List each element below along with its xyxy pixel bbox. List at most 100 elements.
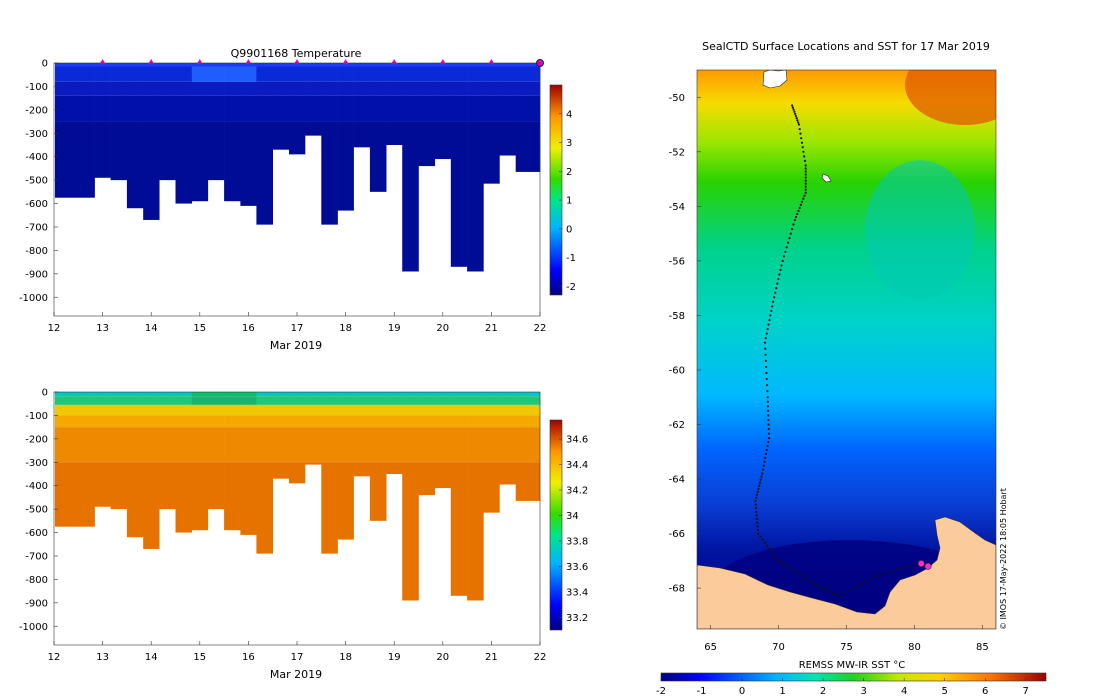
track-point xyxy=(803,159,807,162)
track-point xyxy=(762,464,765,467)
x-tick-label: 16 xyxy=(242,652,255,663)
profile-cell xyxy=(78,392,95,397)
temperature-chart-title: Q9901168 Temperature xyxy=(231,47,362,60)
profile-cell xyxy=(305,121,322,136)
track-point xyxy=(760,475,763,478)
sst-colorbar-tick-label: 7 xyxy=(1023,686,1029,697)
track-point xyxy=(847,590,850,593)
track-point xyxy=(804,170,807,173)
profile-cell xyxy=(450,462,468,596)
profile-cell xyxy=(207,396,225,405)
profile-cell xyxy=(321,66,338,82)
track-point xyxy=(765,384,769,387)
profile-cell xyxy=(191,427,209,463)
profile-cell xyxy=(191,66,209,82)
x-tick-label: 19 xyxy=(388,652,401,663)
map-y-tick-label: -54 xyxy=(669,202,685,213)
track-point xyxy=(776,282,779,285)
profile-cell xyxy=(110,392,128,397)
track-point xyxy=(763,460,766,463)
profile-cell xyxy=(305,462,322,465)
track-point xyxy=(798,206,801,209)
profile-cell xyxy=(353,404,371,416)
track-point xyxy=(772,300,775,303)
track-point xyxy=(784,250,787,253)
track-point xyxy=(826,589,829,592)
track-point xyxy=(838,595,841,598)
profile-cell xyxy=(467,404,484,416)
y-tick-label: -700 xyxy=(25,222,48,233)
colorbar-tick-label: -1 xyxy=(566,253,576,264)
track-point xyxy=(767,427,770,431)
track-point xyxy=(765,365,768,369)
profile-cell xyxy=(207,427,225,463)
track-point xyxy=(915,563,918,566)
profile-cell xyxy=(224,81,241,96)
profile-cell xyxy=(337,121,354,211)
profile-cell xyxy=(450,427,468,463)
profile-cell xyxy=(515,66,533,82)
track-point xyxy=(767,437,771,440)
track-point xyxy=(804,176,807,179)
profile-cell xyxy=(78,415,95,428)
profile-cell xyxy=(386,63,403,67)
salinity-x-axis-label: Mar 2019 xyxy=(270,668,322,681)
antarctica-landmass xyxy=(697,516,996,629)
y-tick-label: -600 xyxy=(25,199,48,210)
track-point xyxy=(799,132,802,135)
credit-text: © IMOS 17-May-2022 18:05 Hobart xyxy=(999,488,1008,630)
profile-cell xyxy=(467,462,484,601)
profile-cell xyxy=(191,462,209,531)
track-point xyxy=(823,587,826,590)
profile-cell xyxy=(78,95,95,122)
profile-cell xyxy=(78,462,95,527)
profile-cell xyxy=(126,427,144,463)
track-point xyxy=(758,484,761,487)
profile-cell xyxy=(159,392,176,397)
track-point xyxy=(820,586,823,589)
x-tick-label: 15 xyxy=(193,323,206,334)
profile-cell xyxy=(110,462,128,510)
profile-cell xyxy=(483,404,500,416)
profile-cell xyxy=(353,66,371,82)
track-point xyxy=(757,532,760,535)
x-tick-label: 14 xyxy=(145,652,158,663)
profile-cell xyxy=(483,81,500,96)
profile-cell xyxy=(434,66,452,82)
profile-cell xyxy=(256,427,273,463)
track-point xyxy=(780,264,783,267)
colorbar-tick-label: 33.8 xyxy=(566,536,588,547)
profile-cell xyxy=(515,396,533,405)
profile-cell xyxy=(386,121,403,145)
track-point xyxy=(767,409,770,412)
track-point xyxy=(791,106,794,109)
profile-cell xyxy=(305,63,322,67)
track-point xyxy=(765,377,768,381)
profile-cell xyxy=(240,427,257,463)
track-point xyxy=(829,590,832,593)
profile-cell xyxy=(418,396,436,405)
track-point xyxy=(781,259,784,262)
track-point xyxy=(843,592,846,595)
profile-cell xyxy=(369,462,387,521)
profile-cell xyxy=(386,396,403,405)
profile-cell xyxy=(369,392,387,397)
profile-cell xyxy=(499,121,516,156)
profile-cell xyxy=(272,66,290,82)
profile-cell xyxy=(143,121,160,220)
x-tick-label: 17 xyxy=(291,652,304,663)
track-point xyxy=(763,541,767,544)
track-point xyxy=(803,576,807,579)
profile-cell xyxy=(143,95,160,122)
profile-cell xyxy=(159,66,176,82)
profile-cell xyxy=(337,63,354,67)
profile-cell xyxy=(94,415,111,428)
profile-cell xyxy=(337,66,354,82)
profile-cell xyxy=(240,63,257,67)
track-point xyxy=(767,432,770,435)
profile-cell xyxy=(321,462,338,554)
temperature-section-panel: Q9901168 Temperature 12 13 14 15 16 17 18 19 20 2… xyxy=(19,47,576,352)
profile-cell xyxy=(207,66,225,82)
colorbar-tick-label: 33.2 xyxy=(566,613,588,624)
map-x-tick-label: 65 xyxy=(704,642,717,653)
